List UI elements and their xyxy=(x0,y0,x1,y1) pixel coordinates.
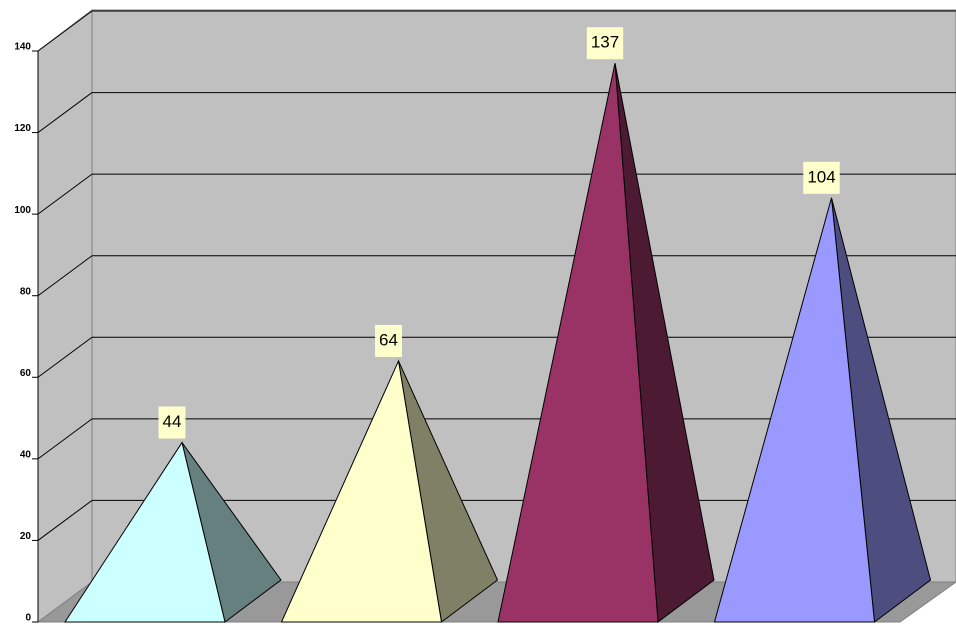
value-label: 44 xyxy=(163,412,182,431)
side-wall xyxy=(37,8,93,623)
grid-line xyxy=(37,255,93,297)
grid-line xyxy=(37,418,93,460)
value-label: 104 xyxy=(807,167,835,186)
y-tick-label: 80 xyxy=(20,286,32,297)
grid-line xyxy=(37,173,93,215)
pyramid-front xyxy=(280,359,443,623)
grid-line xyxy=(37,336,93,378)
pyramid-front xyxy=(497,63,659,623)
y-tick-label: 60 xyxy=(20,368,32,379)
y-tick-label: 140 xyxy=(14,42,31,53)
grid-line xyxy=(37,92,93,133)
pyramid-front xyxy=(713,197,876,623)
value-label: 64 xyxy=(379,330,398,349)
value-label-box xyxy=(158,406,186,439)
y-tick-label: 20 xyxy=(20,531,32,542)
y-tick-label: 0 xyxy=(25,613,31,624)
y-tick-label: 100 xyxy=(14,205,31,216)
value-label-box xyxy=(375,324,402,357)
y-tick-label: 40 xyxy=(20,449,32,460)
grid-line xyxy=(37,10,93,52)
grid-line xyxy=(37,500,93,541)
y-tick-label: 120 xyxy=(14,123,31,134)
pyramid-front xyxy=(64,441,226,623)
value-label: 137 xyxy=(591,33,619,52)
value-label-box xyxy=(586,27,624,60)
value-label-box xyxy=(803,161,840,194)
